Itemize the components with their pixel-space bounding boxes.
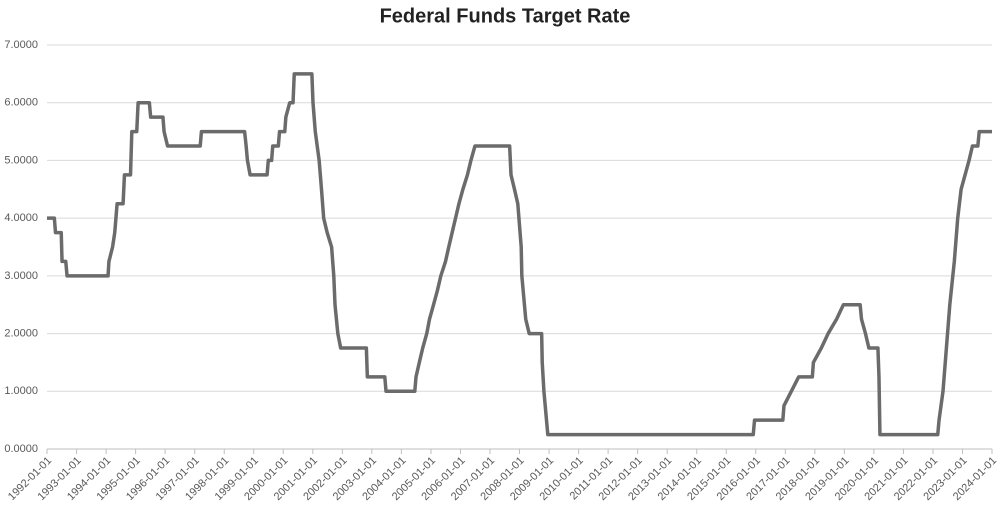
y-tick-label: 4.0000 xyxy=(4,212,38,224)
y-tick-label: 2.0000 xyxy=(4,327,38,339)
y-tick-label: 7.0000 xyxy=(4,39,38,51)
y-tick-label: 1.0000 xyxy=(4,385,38,397)
y-tick-label: 5.0000 xyxy=(4,154,38,166)
y-tick-label: 3.0000 xyxy=(4,270,38,282)
chart-title: Federal Funds Target Rate xyxy=(380,5,631,27)
y-tick-label: 6.0000 xyxy=(4,97,38,109)
y-tick-label: 0.0000 xyxy=(4,443,38,455)
series-line xyxy=(47,72,992,437)
